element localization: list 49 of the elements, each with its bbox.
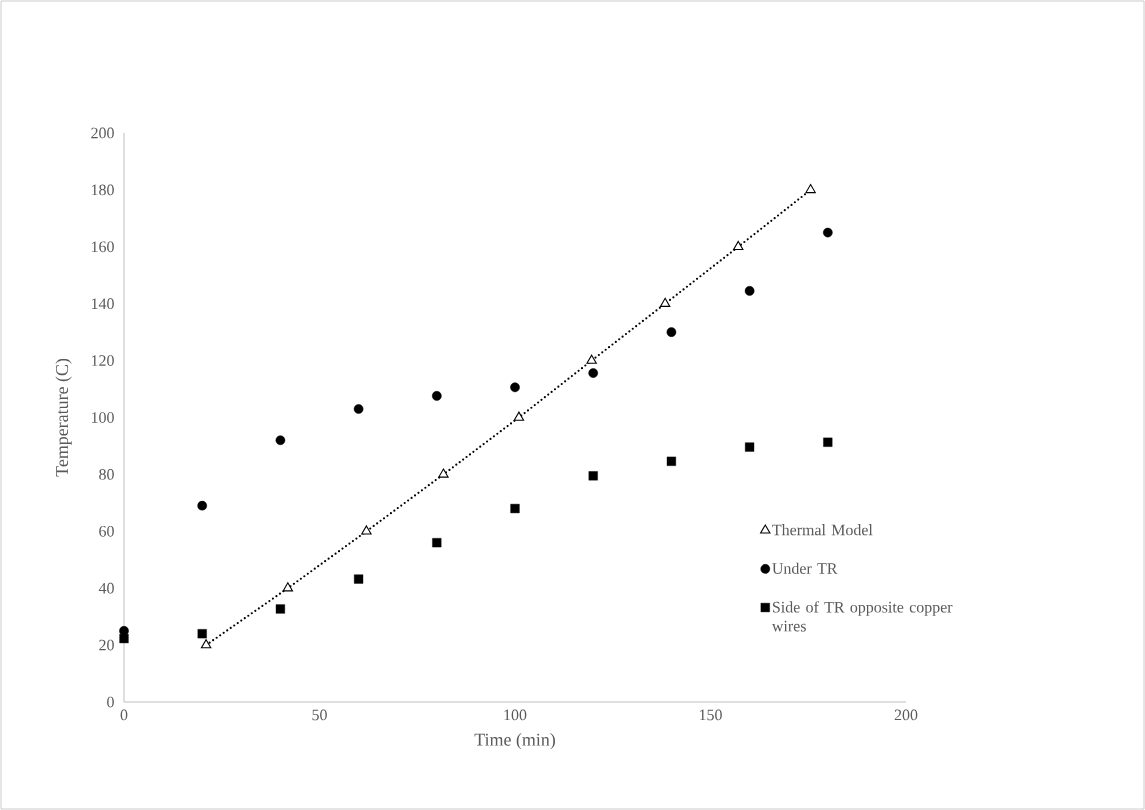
x-axis-title: Time (min) <box>474 733 555 750</box>
point <box>823 437 833 447</box>
point <box>659 297 671 307</box>
legend-label: Under TR <box>772 562 838 574</box>
point <box>282 582 294 592</box>
point <box>666 456 676 466</box>
legend-label: Thermal Model <box>772 524 873 536</box>
y-tick-label: 120 <box>91 355 114 366</box>
y-tick-label: 40 <box>98 582 114 594</box>
y-tick-label: 20 <box>99 639 114 651</box>
point <box>200 639 212 649</box>
point <box>275 604 285 614</box>
x-tick-label: 100 <box>504 709 527 721</box>
point <box>197 629 207 639</box>
point <box>513 411 525 421</box>
y-tick-label: 140 <box>91 298 114 310</box>
y-tick-label: 200 <box>91 127 114 139</box>
point <box>510 382 520 393</box>
x-tick-label: 50 <box>312 709 327 721</box>
point <box>733 240 744 251</box>
point <box>823 227 833 238</box>
x-tick-label: 0 <box>120 709 128 721</box>
y-tick-label: 160 <box>91 241 114 253</box>
y-tick-label: 180 <box>91 184 114 196</box>
point <box>119 633 129 644</box>
y-tick-label: 80 <box>99 469 114 480</box>
x-tick-label: 150 <box>699 709 722 721</box>
y-axis-title: Temperature (C) <box>55 358 72 477</box>
point <box>805 183 816 194</box>
point <box>744 286 755 296</box>
point <box>588 368 598 378</box>
point <box>432 538 442 548</box>
point <box>745 442 755 452</box>
point <box>197 500 207 511</box>
x-tick-label: 200 <box>894 709 918 721</box>
point <box>353 404 364 414</box>
point <box>588 471 598 481</box>
point <box>432 391 442 401</box>
point <box>666 327 677 337</box>
point <box>275 435 286 446</box>
y-tick-label: 0 <box>107 696 114 708</box>
point <box>438 468 449 478</box>
y-tick-label: 60 <box>99 525 114 537</box>
point <box>510 503 520 514</box>
point <box>354 574 364 584</box>
point <box>586 354 597 364</box>
legend-label: Side of TR opposite copper wires <box>771 601 953 632</box>
point <box>361 525 372 535</box>
y-tick-label: 100 <box>91 412 114 423</box>
